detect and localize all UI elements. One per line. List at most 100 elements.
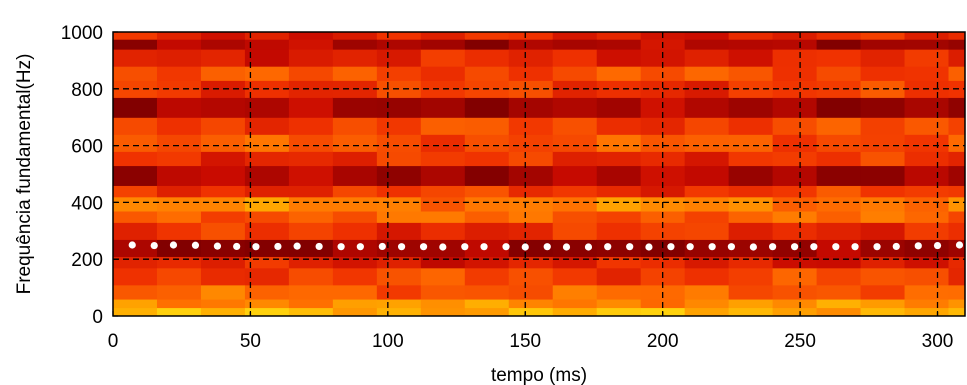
heatmap-cell — [772, 307, 818, 316]
heatmap-cell — [772, 97, 818, 118]
heatmap-cell — [200, 222, 246, 240]
heatmap-cell — [508, 97, 554, 118]
heatmap-cell — [904, 239, 950, 257]
heatmap-cell — [156, 66, 202, 81]
heatmap-cell — [156, 210, 202, 223]
heatmap-cell — [113, 39, 158, 50]
heatmap-cell — [640, 80, 686, 98]
heatmap-cell — [288, 185, 334, 198]
heatmap-cell — [244, 222, 290, 240]
heatmap-cell — [113, 97, 158, 118]
heatmap-cell — [113, 298, 158, 309]
x-tick-label: 0 — [108, 331, 119, 352]
heatmap-cell — [816, 39, 862, 50]
heatmap-cell — [640, 239, 686, 257]
heatmap-cell — [332, 117, 378, 135]
heatmap-cell — [376, 165, 422, 186]
y-tick-label: 200 — [71, 250, 103, 271]
heatmap-cell — [728, 80, 774, 98]
heatmap-cell — [728, 210, 774, 223]
heatmap-cell — [464, 66, 510, 81]
heatmap-cell — [552, 267, 598, 286]
heatmap-cell — [816, 97, 862, 118]
heatmap-cell — [728, 196, 774, 212]
heatmap-cell — [684, 222, 730, 240]
heatmap-cell — [113, 239, 158, 257]
heatmap-cell — [904, 196, 950, 212]
heatmap-cell — [508, 267, 554, 286]
heatmap-cell — [728, 267, 774, 286]
heatmap-cell — [596, 49, 642, 67]
heatmap-cell — [816, 151, 862, 167]
heatmap-cell — [332, 239, 378, 257]
pitch-point — [439, 243, 447, 251]
heatmap-cell — [772, 196, 818, 212]
pitch-point — [832, 243, 840, 251]
pitch-point — [315, 242, 323, 251]
heatmap-cell — [288, 134, 334, 152]
heatmap-cell — [684, 256, 730, 269]
heatmap-cell — [420, 151, 466, 167]
heatmap-cell — [156, 151, 202, 167]
heatmap-cell — [860, 134, 906, 152]
heatmap-cell — [200, 256, 246, 269]
heatmap-cell — [684, 97, 730, 118]
heatmap-cell — [596, 134, 642, 152]
heatmap-cell — [244, 32, 290, 40]
heatmap-cell — [728, 256, 774, 269]
heatmap-cell — [376, 210, 422, 223]
heatmap-cell — [464, 185, 510, 198]
pitch-point — [626, 243, 634, 251]
heatmap-cell — [200, 210, 246, 223]
heatmap-cell — [113, 222, 158, 240]
y-tick-label: 800 — [71, 80, 103, 101]
heatmap-cell — [596, 210, 642, 223]
heatmap-cell — [288, 222, 334, 240]
heatmap-cell — [596, 239, 642, 257]
heatmap-cell — [200, 66, 246, 81]
pitch-point — [521, 243, 529, 251]
heatmap-cell — [860, 32, 906, 40]
heatmap-cell — [288, 284, 334, 300]
heatmap-cell — [508, 222, 554, 240]
heatmap-cell — [904, 165, 950, 186]
heatmap-cell — [684, 284, 730, 300]
pitch-point — [645, 243, 653, 251]
heatmap-cell — [948, 66, 965, 81]
heatmap-cell — [156, 222, 202, 240]
heatmap-cell — [684, 196, 730, 212]
heatmap-cell — [904, 39, 950, 50]
heatmap-cell — [244, 151, 290, 167]
heatmap-cell — [552, 134, 598, 152]
heatmap-cell — [904, 298, 950, 309]
heatmap-cell — [200, 49, 246, 67]
pitch-point — [480, 243, 488, 251]
heatmap-cell — [816, 307, 862, 316]
heatmap-cell — [156, 39, 202, 50]
grid-lines — [113, 32, 965, 316]
heatmap-cell — [904, 256, 950, 269]
heatmap-cell — [596, 307, 642, 316]
heatmap-cell — [860, 151, 906, 167]
heatmap-cell — [420, 298, 466, 309]
heatmap-cell — [332, 49, 378, 67]
heatmap-cell — [508, 49, 554, 67]
heatmap-cell — [464, 151, 510, 167]
heatmap-cell — [684, 117, 730, 135]
heatmap-cell — [508, 32, 554, 40]
heatmap-cell — [684, 32, 730, 40]
heatmap-cell — [200, 97, 246, 118]
heatmap-cell — [640, 151, 686, 167]
heatmap-cell — [113, 32, 158, 40]
heatmap-cell — [376, 267, 422, 286]
heatmap-cell — [552, 222, 598, 240]
heatmap-cell — [816, 134, 862, 152]
heatmap-cell — [772, 66, 818, 81]
heatmap-cell — [552, 117, 598, 135]
heatmap-cell — [552, 239, 598, 257]
heatmap-cell — [596, 256, 642, 269]
pitch-point — [150, 241, 158, 250]
heatmap-cell — [684, 39, 730, 50]
heatmap-cell — [508, 284, 554, 300]
x-axis-label: tempo (ms) — [491, 365, 587, 385]
